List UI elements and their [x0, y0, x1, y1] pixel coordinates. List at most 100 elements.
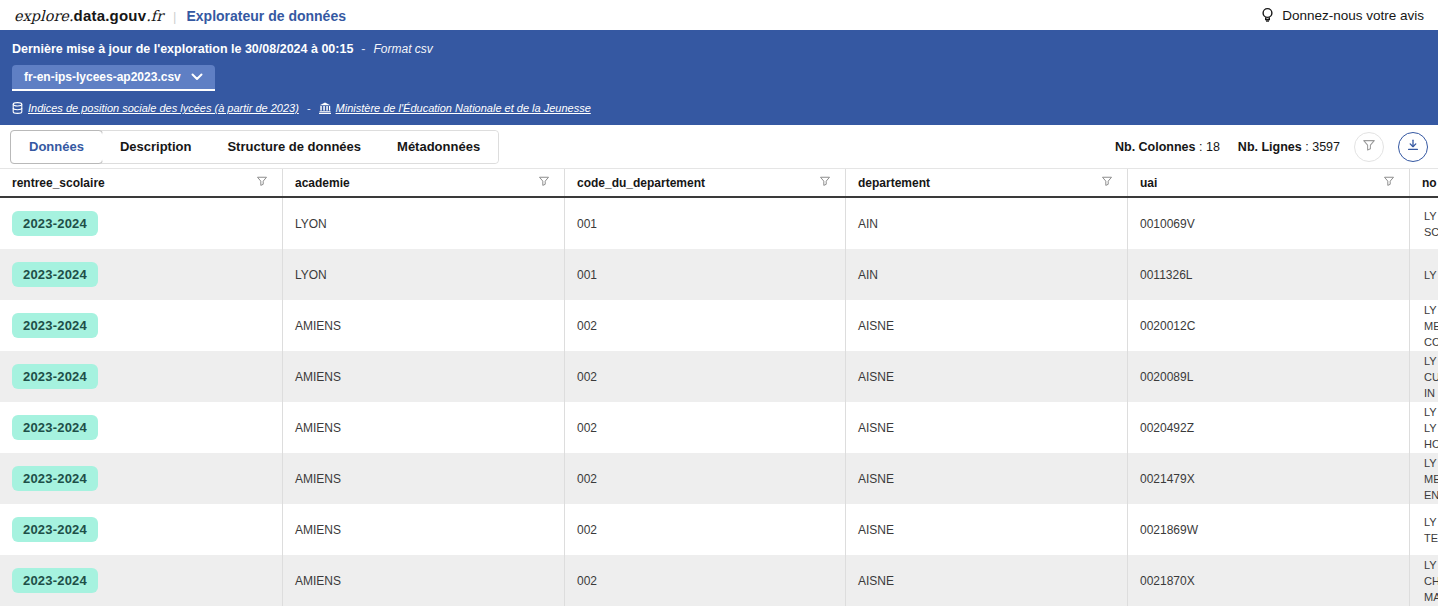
cell-uai: 0020492Z	[1128, 402, 1410, 453]
download-icon	[1406, 138, 1420, 156]
year-badge: 2023-2024	[12, 262, 98, 287]
funnel-icon[interactable]	[538, 175, 550, 190]
tab-group: Données Description Structure de données…	[10, 130, 499, 164]
year-badge: 2023-2024	[12, 568, 98, 593]
update-prefix: Dernière mise à jour de l'exploration le	[12, 42, 241, 56]
cell-academie: AMIENS	[283, 555, 565, 606]
cell-code-du-departement: 002	[565, 504, 846, 555]
update-datetime: 30/08/2024 à 00:15	[245, 42, 353, 56]
year-badge: 2023-2024	[12, 211, 98, 236]
year-badge: 2023-2024	[12, 313, 98, 338]
column-header-academie[interactable]: academie	[283, 169, 565, 196]
year-badge: 2023-2024	[12, 517, 98, 542]
download-button[interactable]	[1398, 132, 1428, 162]
cell-departement: AISNE	[846, 351, 1128, 402]
feedback-link[interactable]: Donnez-nous votre avis	[1260, 7, 1424, 23]
cell-departement: AISNE	[846, 504, 1128, 555]
cell-departement: AISNE	[846, 453, 1128, 504]
cell-departement: AISNE	[846, 300, 1128, 351]
cell-uai: 0020089L	[1128, 351, 1410, 402]
rows-count: Nb. Lignes : 3597	[1238, 140, 1340, 154]
logo-explore: explore.	[14, 8, 74, 24]
cell-academie: LYON	[283, 198, 565, 249]
cell-code-du-departement: 002	[565, 402, 846, 453]
lightbulb-icon	[1260, 7, 1275, 23]
dash-separator: -	[361, 42, 365, 56]
tab-bar: Données Description Structure de données…	[0, 125, 1438, 168]
year-badge: 2023-2024	[12, 415, 98, 440]
tab-description[interactable]: Description	[102, 131, 210, 163]
cell-nom: LYSC	[1410, 198, 1438, 249]
organization-link[interactable]: Ministère de l'Éducation Nationale et de…	[319, 102, 591, 114]
tab-structure[interactable]: Structure de données	[209, 131, 379, 163]
cell-departement: AIN	[846, 249, 1128, 300]
table-stats: Nb. Colonnes : 18 Nb. Lignes : 3597	[1115, 140, 1340, 154]
year-badge: 2023-2024	[12, 466, 98, 491]
cell-uai: 0020012C	[1128, 300, 1410, 351]
cell-nom: LYMECO	[1410, 300, 1438, 351]
cell-uai: 0021869W	[1128, 504, 1410, 555]
feedback-label: Donnez-nous votre avis	[1282, 8, 1424, 23]
data-explorer-page: explore.data.gouv.fr | Explorateur de do…	[0, 0, 1438, 610]
cell-uai: 0021870X	[1128, 555, 1410, 606]
tab-metadonnees[interactable]: Métadonnées	[379, 131, 498, 163]
table-body: 2023-2024 LYON 001 AIN 0010069V LYSC 202…	[0, 198, 1438, 606]
cell-code-du-departement: 002	[565, 555, 846, 606]
data-table: rentree_scolaire academie code_du_depart…	[0, 168, 1438, 606]
table-row: 2023-2024 AMIENS 002 AISNE 0021869W LYTE	[0, 504, 1438, 555]
cell-code-du-departement: 001	[565, 198, 846, 249]
cell-academie: AMIENS	[283, 453, 565, 504]
column-header-uai[interactable]: uai	[1128, 169, 1410, 196]
cell-code-du-departement: 002	[565, 351, 846, 402]
page-title: Explorateur de données	[186, 8, 345, 24]
source-links: Indices de position sociale des lycées (…	[12, 102, 1426, 114]
funnel-icon	[1362, 138, 1376, 156]
cell-academie: AMIENS	[283, 351, 565, 402]
column-header-code-du-departement[interactable]: code_du_departement	[565, 169, 846, 196]
site-logo[interactable]: explore.data.gouv.fr | Explorateur de do…	[14, 7, 346, 24]
table-toolbar: Nb. Colonnes : 18 Nb. Lignes : 3597	[1115, 132, 1428, 162]
cell-departement: AIN	[846, 198, 1128, 249]
file-select-dropdown[interactable]: fr-en-ips-lycees-ap2023.csv	[12, 65, 215, 91]
column-header-nom[interactable]: no	[1410, 169, 1438, 196]
top-header: explore.data.gouv.fr | Explorateur de do…	[0, 0, 1438, 30]
funnel-icon[interactable]	[1383, 175, 1395, 190]
cell-nom: LYTE	[1410, 504, 1438, 555]
funnel-icon[interactable]	[819, 175, 831, 190]
cell-academie: LYON	[283, 249, 565, 300]
cell-academie: AMIENS	[283, 300, 565, 351]
funnel-icon[interactable]	[256, 175, 268, 190]
column-header-departement[interactable]: departement	[846, 169, 1128, 196]
chevron-down-icon	[191, 73, 203, 81]
table-row: 2023-2024 AMIENS 002 AISNE 0020012C LYME…	[0, 300, 1438, 351]
filter-button[interactable]	[1354, 132, 1384, 162]
cell-departement: AISNE	[846, 555, 1128, 606]
cell-uai: 0011326L	[1128, 249, 1410, 300]
year-badge: 2023-2024	[12, 364, 98, 389]
organization-link-label: Ministère de l'Éducation Nationale et de…	[336, 102, 591, 114]
cell-code-du-departement: 002	[565, 300, 846, 351]
table-row: 2023-2024 AMIENS 002 AISNE 0021870X LYCH…	[0, 555, 1438, 606]
cell-uai: 0010069V	[1128, 198, 1410, 249]
bank-icon	[319, 102, 331, 114]
cell-code-du-departement: 002	[565, 453, 846, 504]
cell-code-du-departement: 001	[565, 249, 846, 300]
cell-nom: LYCHMA	[1410, 555, 1438, 606]
table-header-row: rentree_scolaire academie code_du_depart…	[0, 168, 1438, 198]
cell-nom: LYLYHO	[1410, 402, 1438, 453]
logo-brand: data.gouv	[74, 7, 147, 24]
cell-uai: 0021479X	[1128, 453, 1410, 504]
columns-count: Nb. Colonnes : 18	[1115, 140, 1220, 154]
table-row: 2023-2024 AMIENS 002 AISNE 0020492Z LYLY…	[0, 402, 1438, 453]
funnel-icon[interactable]	[1101, 175, 1113, 190]
cell-nom: LYCUIN	[1410, 351, 1438, 402]
cell-academie: AMIENS	[283, 402, 565, 453]
cell-departement: AISNE	[846, 402, 1128, 453]
dataset-link[interactable]: Indices de position sociale des lycées (…	[12, 102, 299, 114]
tab-donnees[interactable]: Données	[10, 130, 103, 164]
links-separator: -	[307, 102, 311, 114]
table-row: 2023-2024 AMIENS 002 AISNE 0021479X LYME…	[0, 453, 1438, 504]
logo-fr: .fr	[146, 8, 163, 24]
format-label: Format csv	[374, 42, 433, 56]
column-header-rentree-scolaire[interactable]: rentree_scolaire	[0, 169, 283, 196]
